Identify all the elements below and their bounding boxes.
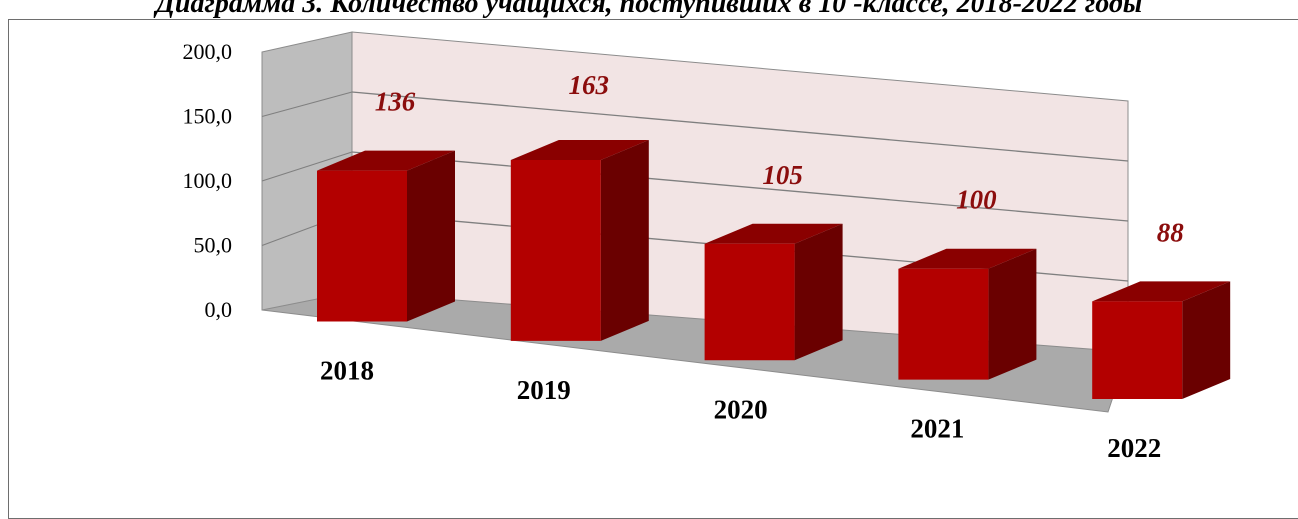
bar-side — [988, 248, 1037, 380]
y-tick-label: 50,0 — [194, 233, 233, 258]
x-tick-label: 2020 — [714, 394, 768, 424]
data-label: 105 — [762, 160, 803, 190]
y-tick-label: 150,0 — [183, 104, 233, 129]
y-tick-label: 200,0 — [183, 39, 233, 64]
data-label: 88 — [1157, 217, 1185, 247]
chart-title: Диаграмма 3. Количество учащихся, поступ… — [155, 0, 1143, 19]
data-labels: 136 163 105 100 88 — [375, 70, 1184, 247]
bar-side — [1182, 281, 1231, 400]
bar-side — [600, 140, 649, 341]
data-label: 100 — [956, 185, 997, 215]
gridline-side — [261, 91, 353, 117]
bar-front — [317, 170, 407, 322]
bar-2021 — [898, 248, 1037, 380]
gridline — [351, 151, 1129, 222]
bar-top — [704, 223, 843, 244]
x-tick-label: 2021 — [910, 414, 964, 444]
data-label: 136 — [375, 87, 416, 117]
bar-top — [1092, 281, 1231, 302]
bar-side — [794, 223, 843, 361]
bar-front — [1092, 301, 1183, 400]
bar-2022 — [1092, 281, 1231, 400]
bar-top — [510, 140, 649, 161]
x-tick-label: 2018 — [320, 356, 374, 386]
bar-front — [510, 160, 601, 341]
bar-2020 — [704, 223, 843, 361]
data-label: 163 — [569, 70, 610, 100]
bar-front — [898, 268, 989, 380]
bar-side — [407, 150, 455, 322]
gridlines — [261, 91, 1129, 282]
bar-2018 — [317, 150, 455, 322]
x-tick-label: 2022 — [1107, 433, 1161, 463]
x-axis-labels: 2018 2019 2020 2021 2022 — [320, 356, 1161, 464]
bar-top — [317, 150, 455, 171]
gridline — [351, 91, 1129, 162]
bar-front — [704, 243, 795, 361]
y-tick-label: 0,0 — [205, 297, 233, 322]
bar-2019 — [510, 140, 649, 341]
y-tick-label: 100,0 — [183, 168, 233, 193]
gridline-side — [261, 151, 353, 182]
x-tick-label: 2019 — [517, 375, 571, 405]
bars — [317, 140, 1231, 400]
y-axis-ticks: 0,0 50,0 100,0 150,0 200,0 — [183, 39, 233, 322]
bar-top — [898, 248, 1037, 269]
